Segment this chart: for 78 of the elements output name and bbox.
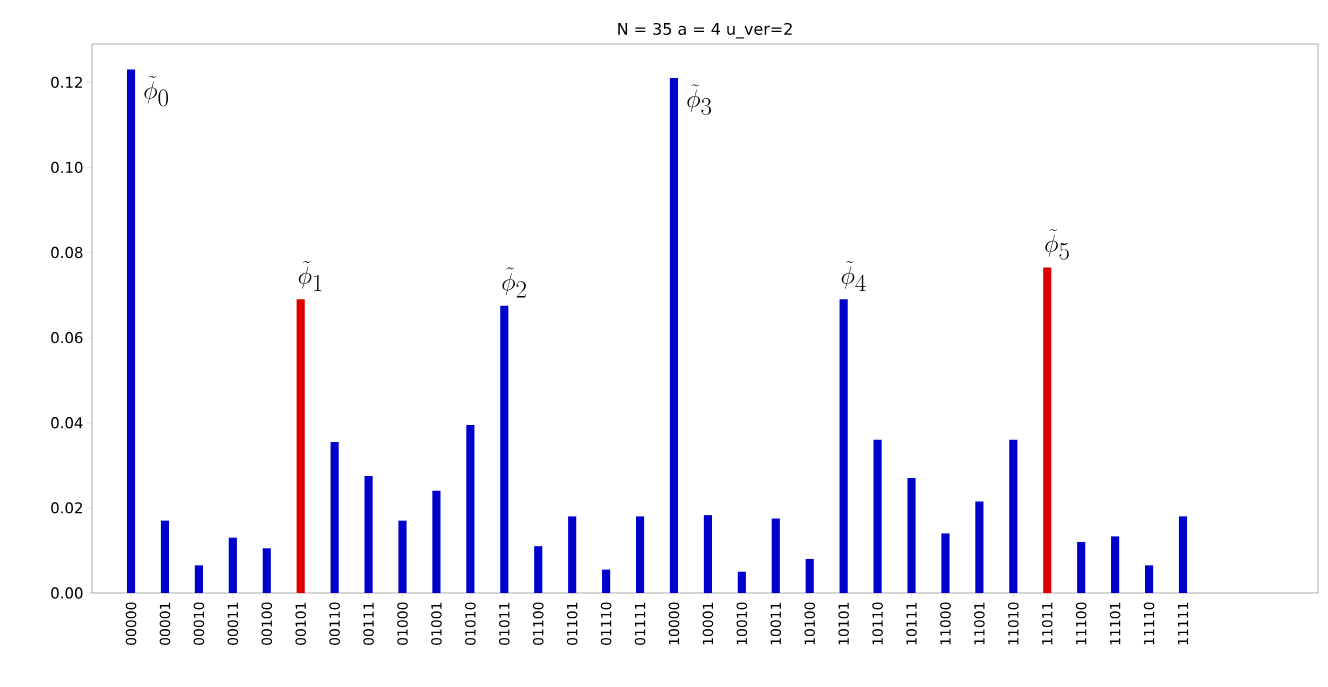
bar bbox=[737, 571, 746, 593]
x-tick-label: 11001 bbox=[974, 602, 985, 645]
bar bbox=[703, 515, 712, 593]
x-tick-label: 10011 bbox=[770, 602, 782, 645]
x-tick-label: 00000 bbox=[125, 602, 137, 645]
x-tick-label: 11010 bbox=[1008, 602, 1019, 645]
x-tick-label: 00110 bbox=[329, 602, 340, 645]
annotation: $\tilde{\phi}_3$ bbox=[687, 84, 712, 115]
bar bbox=[126, 69, 136, 593]
x-tick-label: 00111 bbox=[363, 602, 374, 645]
bar bbox=[1043, 267, 1052, 593]
annotation: $\tilde{\phi}_1$ bbox=[298, 260, 322, 292]
x-tick-label: 01111 bbox=[634, 602, 646, 645]
x-tick-label: 01000 bbox=[397, 602, 408, 645]
bar bbox=[568, 516, 577, 593]
x-tick-label: 00001 bbox=[159, 602, 171, 645]
bar bbox=[941, 533, 950, 593]
y-tick-label: 0.10 bbox=[51, 161, 83, 174]
x-tick-label: 01011 bbox=[499, 602, 510, 645]
annotation: $\tilde{\phi}_4$ bbox=[841, 260, 866, 292]
bar bbox=[975, 501, 984, 593]
x-tick-label: 00100 bbox=[261, 602, 273, 645]
y-tick-label: 0.04 bbox=[51, 417, 83, 429]
annotation: $\tilde{\phi}_5$ bbox=[1045, 228, 1069, 260]
bar bbox=[500, 305, 509, 593]
x-tick-label: 10111 bbox=[906, 602, 917, 645]
bar bbox=[194, 565, 203, 593]
bar bbox=[296, 299, 305, 593]
x-tick-label: 01001 bbox=[431, 602, 442, 645]
x-tick-label: 11111 bbox=[1177, 602, 1189, 645]
x-tick-label: 11100 bbox=[1075, 602, 1087, 645]
bar bbox=[1111, 536, 1120, 593]
bar bbox=[669, 78, 679, 593]
x-tick-label: 01101 bbox=[566, 602, 578, 645]
x-tick-label: 10100 bbox=[804, 602, 815, 645]
x-tick-label: 01110 bbox=[600, 602, 612, 645]
bar bbox=[635, 516, 645, 593]
y-tick-label: 0.02 bbox=[51, 502, 82, 514]
bar bbox=[432, 490, 441, 593]
x-tick-label: 10010 bbox=[736, 602, 748, 645]
x-tick-label: 11000 bbox=[940, 602, 951, 645]
x-tick-label: 11011 bbox=[1041, 602, 1053, 645]
bar bbox=[534, 546, 543, 593]
bar bbox=[1178, 516, 1188, 593]
x-tick-label: 10110 bbox=[872, 602, 883, 645]
bar bbox=[771, 518, 780, 593]
x-tick-label: 10001 bbox=[702, 602, 714, 645]
x-tick-label: 11101 bbox=[1109, 602, 1121, 645]
y-tick-label: 0.12 bbox=[51, 76, 82, 88]
bar bbox=[398, 520, 407, 593]
annotation: $\tilde{\phi}_0$ bbox=[144, 75, 168, 107]
bar bbox=[805, 558, 814, 593]
y-tick-label: 0.08 bbox=[51, 246, 83, 259]
x-tick-label: 00010 bbox=[193, 602, 205, 645]
y-tick-label: 0.06 bbox=[51, 331, 83, 344]
bar bbox=[873, 439, 882, 593]
bar bbox=[364, 475, 373, 593]
x-tick-label: 01100 bbox=[532, 602, 544, 645]
annotation: $\tilde{\phi}_2$ bbox=[502, 267, 526, 298]
x-tick-label: 10101 bbox=[838, 602, 849, 645]
bar bbox=[907, 478, 916, 593]
bar bbox=[839, 299, 848, 593]
x-tick-label: 00101 bbox=[295, 602, 306, 645]
x-tick-label: 11110 bbox=[1143, 602, 1155, 645]
bar bbox=[228, 537, 237, 593]
bar bbox=[262, 548, 271, 593]
bar bbox=[466, 424, 475, 593]
bar bbox=[160, 520, 170, 593]
x-tick-label: 00011 bbox=[227, 602, 239, 645]
bar bbox=[1009, 439, 1018, 593]
x-tick-label: 10000 bbox=[668, 602, 680, 645]
bar bbox=[1077, 541, 1086, 593]
bar bbox=[330, 441, 339, 593]
x-tick-label: 01010 bbox=[465, 602, 476, 645]
bar bbox=[602, 569, 611, 593]
chart-title: N = 35 a = 4 u_ver=2 bbox=[618, 22, 792, 39]
bar bbox=[1144, 565, 1154, 593]
y-tick-label: 0.00 bbox=[51, 587, 83, 599]
